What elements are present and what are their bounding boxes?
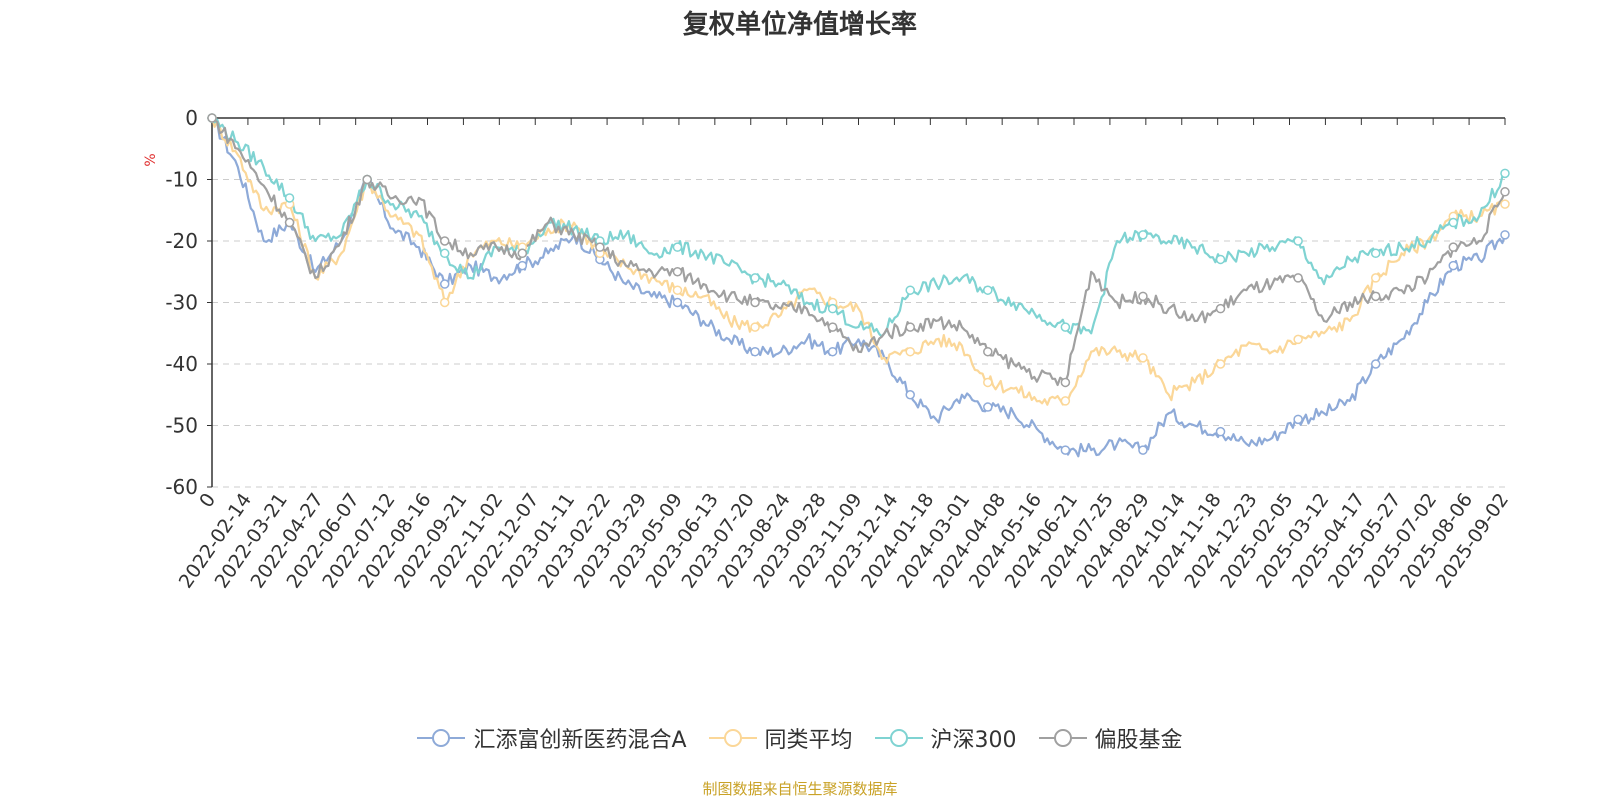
legend-label: 沪深300 bbox=[930, 728, 1017, 753]
data-point-marker bbox=[1370, 291, 1381, 302]
series-line-1 bbox=[210, 117, 1506, 406]
data-point-marker bbox=[905, 322, 915, 332]
data-point-marker bbox=[1293, 273, 1303, 283]
data-point-marker bbox=[1448, 242, 1459, 252]
data-point-marker bbox=[1500, 168, 1510, 179]
legend-item[interactable]: 同类平均 bbox=[708, 722, 853, 754]
y-tick-label: -20 bbox=[165, 229, 198, 253]
data-point-marker bbox=[1293, 334, 1303, 345]
series-line-2 bbox=[211, 117, 1506, 338]
data-point-marker bbox=[1215, 359, 1226, 369]
data-point-marker bbox=[1500, 199, 1510, 209]
data-point-marker bbox=[517, 248, 528, 259]
data-point-marker bbox=[750, 346, 760, 357]
data-point-marker bbox=[517, 260, 528, 271]
legend-label: 偏股基金 bbox=[1094, 728, 1183, 753]
data-point-marker bbox=[1060, 445, 1071, 455]
data-point-marker bbox=[750, 322, 760, 332]
legend-swatch-icon bbox=[708, 729, 757, 747]
data-point-marker bbox=[1138, 445, 1148, 455]
chart-title: 复权单位净值增长率 bbox=[682, 10, 917, 40]
data-point-marker bbox=[1293, 236, 1303, 246]
y-tick-label: -10 bbox=[165, 168, 198, 192]
data-point-marker bbox=[983, 377, 993, 388]
data-point-marker bbox=[983, 285, 993, 295]
data-point-marker bbox=[439, 248, 450, 259]
data-point-marker bbox=[595, 242, 605, 252]
legend-item[interactable]: 沪深300 bbox=[874, 722, 1017, 754]
data-point-marker bbox=[284, 193, 295, 203]
y-tick-label: 0 bbox=[185, 106, 198, 130]
data-point-marker bbox=[905, 346, 915, 357]
y-tick-label: -30 bbox=[165, 291, 198, 315]
data-point-marker bbox=[1500, 187, 1510, 197]
data-point-marker bbox=[284, 217, 295, 228]
data-point-marker bbox=[750, 297, 760, 308]
data-point-marker bbox=[1060, 377, 1071, 388]
data-point-marker bbox=[1370, 273, 1381, 283]
data-point-marker bbox=[439, 236, 450, 246]
source-note: 制图数据来自恒生聚源数据库 bbox=[702, 780, 898, 798]
series-line-0 bbox=[211, 116, 1507, 458]
data-point-marker bbox=[672, 242, 683, 252]
y-tick-label: -50 bbox=[165, 414, 198, 438]
legend-item[interactable]: 汇添富创新医药混合A bbox=[417, 722, 687, 754]
data-point-marker bbox=[827, 346, 838, 357]
series-markers bbox=[207, 113, 1510, 455]
data-point-marker bbox=[1060, 396, 1071, 406]
data-point-marker bbox=[905, 285, 915, 295]
series-lines bbox=[210, 116, 1507, 458]
data-point-marker bbox=[827, 322, 838, 332]
data-point-marker bbox=[1215, 254, 1226, 265]
data-point-marker bbox=[672, 267, 683, 277]
legend-swatch-icon bbox=[1038, 729, 1087, 747]
legend-label: 汇添富创新医药混合A bbox=[473, 728, 687, 753]
data-point-marker bbox=[1370, 248, 1381, 259]
data-point-marker bbox=[1060, 322, 1071, 332]
data-point-marker bbox=[1448, 260, 1459, 271]
y-axis-label: % bbox=[143, 153, 159, 166]
data-point-marker bbox=[1448, 217, 1459, 228]
data-point-marker bbox=[1215, 426, 1226, 437]
y-tick-label: -60 bbox=[165, 475, 198, 499]
data-point-marker bbox=[1500, 230, 1510, 240]
data-point-marker bbox=[1138, 353, 1148, 363]
data-point-marker bbox=[1138, 230, 1148, 240]
grid-lines bbox=[212, 179, 1505, 488]
data-point-marker bbox=[983, 402, 993, 412]
data-point-marker bbox=[750, 273, 760, 283]
data-point-marker bbox=[362, 174, 372, 185]
data-point-marker bbox=[207, 113, 217, 123]
y-tick-label: -40 bbox=[165, 352, 198, 376]
legend-swatch-icon bbox=[874, 729, 923, 747]
data-point-marker bbox=[1293, 414, 1303, 425]
x-tick-label: 0 bbox=[195, 489, 220, 512]
legend-item[interactable]: 偏股基金 bbox=[1038, 722, 1183, 754]
data-point-marker bbox=[827, 303, 838, 314]
legend-label: 同类平均 bbox=[764, 728, 853, 753]
data-point-marker bbox=[439, 279, 450, 289]
chart-legend: 汇添富创新医药混合A 同类平均 沪深300 偏股基金 bbox=[0, 722, 1600, 754]
data-point-marker bbox=[983, 346, 993, 357]
data-point-marker bbox=[439, 297, 450, 308]
legend-swatch-icon bbox=[417, 729, 466, 747]
data-point-marker bbox=[672, 297, 683, 308]
data-point-marker bbox=[905, 390, 915, 400]
data-point-marker bbox=[1215, 303, 1226, 314]
data-point-marker bbox=[1138, 291, 1148, 302]
series-line-3 bbox=[211, 117, 1507, 387]
data-point-marker bbox=[672, 285, 683, 295]
data-point-marker bbox=[1370, 359, 1381, 369]
